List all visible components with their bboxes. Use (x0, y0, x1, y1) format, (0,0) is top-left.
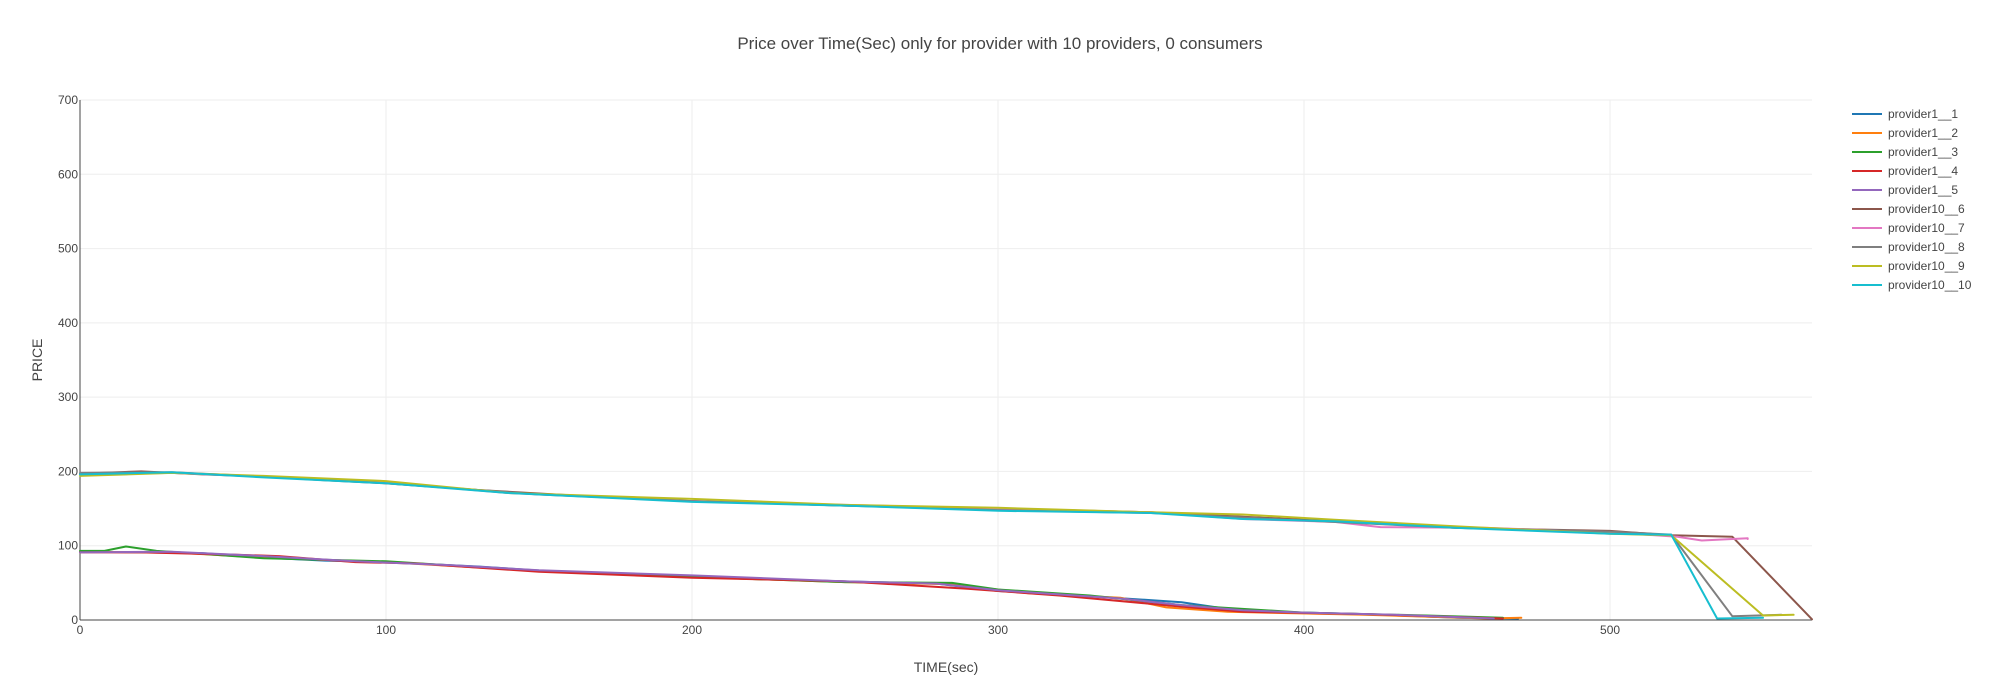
legend-item[interactable]: provider1__3 (1852, 145, 1958, 159)
chart-title: Price over Time(Sec) only for provider w… (737, 34, 1262, 53)
legend-item[interactable]: provider10__9 (1852, 259, 1965, 273)
legend-item[interactable]: provider10__8 (1852, 240, 1965, 254)
legend-label: provider10__7 (1888, 221, 1965, 235)
legend-label: provider1__5 (1888, 183, 1958, 197)
y-tick-label: 400 (58, 316, 78, 330)
legend-label: provider10__6 (1888, 202, 1965, 216)
x-axis-label: TIME(sec) (914, 659, 979, 675)
axes: 0 100 200 300 400 500 600 700 0 100 200 300 400 500 (58, 93, 1812, 637)
legend-label: provider10__10 (1888, 278, 1972, 292)
y-tick-label: 700 (58, 93, 78, 107)
y-tick-label: 500 (58, 242, 78, 256)
x-tick-label: 500 (1600, 623, 1620, 637)
x-tick-label: 100 (376, 623, 396, 637)
x-tick-label: 300 (988, 623, 1008, 637)
legend-label: provider1__2 (1888, 126, 1958, 140)
legend-item[interactable]: provider1__1 (1852, 107, 1958, 121)
series-line-provider1__4 (79, 551, 1504, 620)
legend-item[interactable]: provider1__4 (1852, 164, 1958, 178)
legend-label: provider10__9 (1888, 259, 1965, 273)
y-tick-label: 100 (58, 539, 78, 553)
series-line-provider10__8 (79, 471, 1783, 618)
y-tick-label: 0 (71, 613, 78, 627)
series-line-provider1__5 (79, 550, 1495, 620)
y-axis-label: PRICE (29, 339, 45, 382)
series-line-provider1__1 (79, 550, 1520, 620)
y-tick-label: 200 (58, 464, 78, 478)
x-tick-label: 0 (77, 623, 84, 637)
legend-label: provider1__3 (1888, 145, 1958, 159)
legend-item[interactable]: provider1__5 (1852, 183, 1958, 197)
grid-lines (80, 99, 1812, 620)
y-tick-label: 600 (58, 167, 78, 181)
legend: provider1__1 provider1__2 provider1__3prov… (1852, 107, 1972, 292)
series-line-provider1__2 (79, 550, 1523, 620)
x-tick-label: 200 (682, 623, 702, 637)
legend-label: provider10__8 (1888, 240, 1965, 254)
series-lines (79, 470, 1813, 621)
legend-item[interactable]: provider10__10 (1852, 278, 1972, 292)
series-line-provider10__9 (79, 471, 1795, 617)
legend-label: provider1__1 (1888, 107, 1958, 121)
legend-item[interactable]: provider1__2 (1852, 126, 1958, 140)
series-line-provider10__10 (79, 471, 1764, 620)
legend-item[interactable]: provider10__7 (1852, 221, 1965, 235)
legend-item[interactable]: provider10__6 (1852, 202, 1965, 216)
legend-label: provider1__4 (1888, 164, 1958, 178)
y-tick-label: 300 (58, 390, 78, 404)
x-tick-label: 400 (1294, 623, 1314, 637)
